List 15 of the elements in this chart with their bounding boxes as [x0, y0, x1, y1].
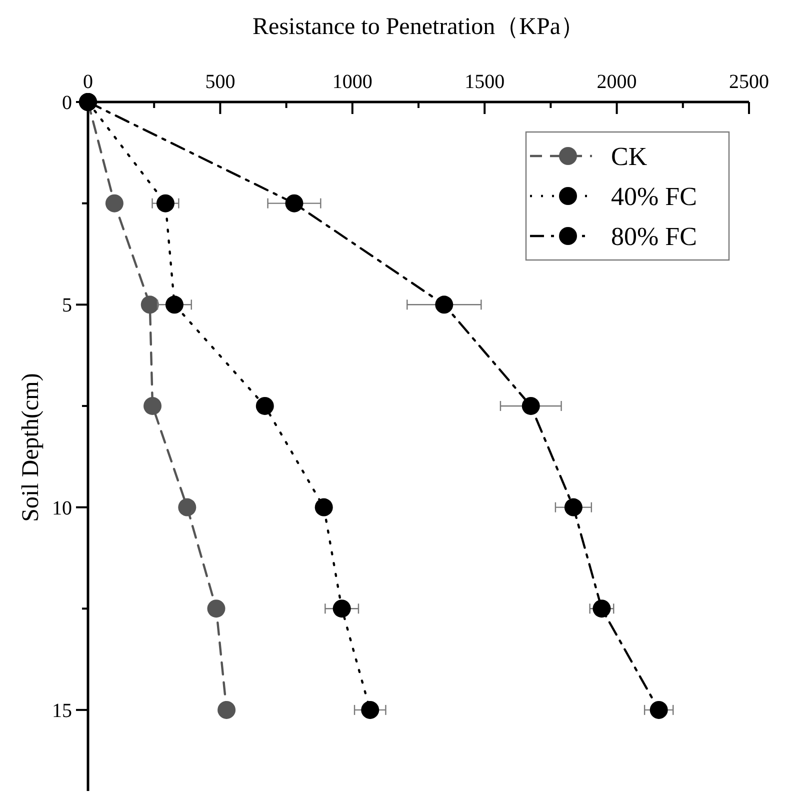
x-tick-label: 1500	[464, 71, 505, 93]
x-tick-label: 2500	[729, 71, 769, 93]
legend-label: CK	[611, 142, 648, 171]
legend-label: 40% FC	[611, 182, 697, 211]
y-tick-label: 10	[52, 497, 72, 520]
legend-label: 80% FC	[611, 222, 697, 251]
y-tick-label: 5	[62, 294, 72, 317]
x-tick-label: 500	[205, 71, 236, 93]
y-tick-label: 0	[62, 92, 72, 114]
x-tick-label: 0	[83, 71, 93, 93]
y-tick-label: 15	[52, 700, 72, 722]
x-tick-label: 1000	[332, 71, 372, 93]
y-axis-title: Soil Depth(cm)	[18, 373, 44, 522]
x-tick-label: 2000	[596, 71, 637, 93]
x-axis-title: Resistance to Penetration（KPa）	[252, 14, 584, 40]
